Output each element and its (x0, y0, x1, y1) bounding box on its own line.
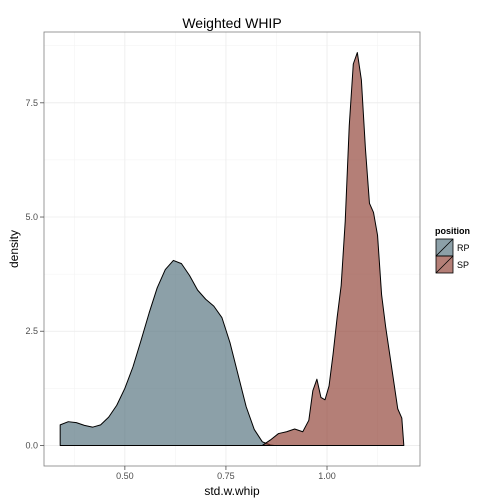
legend-label-rp: RP (457, 243, 470, 253)
legend-item-rp: RP (435, 238, 470, 257)
axis-ticks: 0.50 0.75 1.00 0.0 2.5 5.0 7.5 (25, 98, 335, 481)
legend-key-sp-slash (435, 255, 454, 274)
density-area-rp (59, 259, 275, 446)
legend-key-rp-slash (435, 238, 454, 257)
plot-border (43, 31, 421, 467)
legend-label-sp: SP (457, 260, 469, 270)
density-area-sp (261, 52, 405, 446)
y-tick-label: 2.5 (25, 326, 38, 336)
y-axis-title: density (7, 230, 21, 268)
y-tick-label: 0.0 (25, 440, 38, 450)
x-tick-label: 1.00 (318, 471, 336, 481)
x-tick-label: 0.75 (217, 471, 235, 481)
x-tick-label: 0.50 (116, 471, 134, 481)
y-tick-label: 7.5 (25, 98, 38, 108)
density-areas (59, 52, 405, 446)
legend-item-sp: SP (435, 255, 469, 274)
legend: position RP SP (435, 226, 470, 274)
x-axis-title: std.w.whip (204, 484, 260, 498)
y-tick-label: 5.0 (25, 212, 38, 222)
chart-title: Weighted WHIP (182, 15, 281, 31)
legend-title: position (435, 226, 470, 236)
